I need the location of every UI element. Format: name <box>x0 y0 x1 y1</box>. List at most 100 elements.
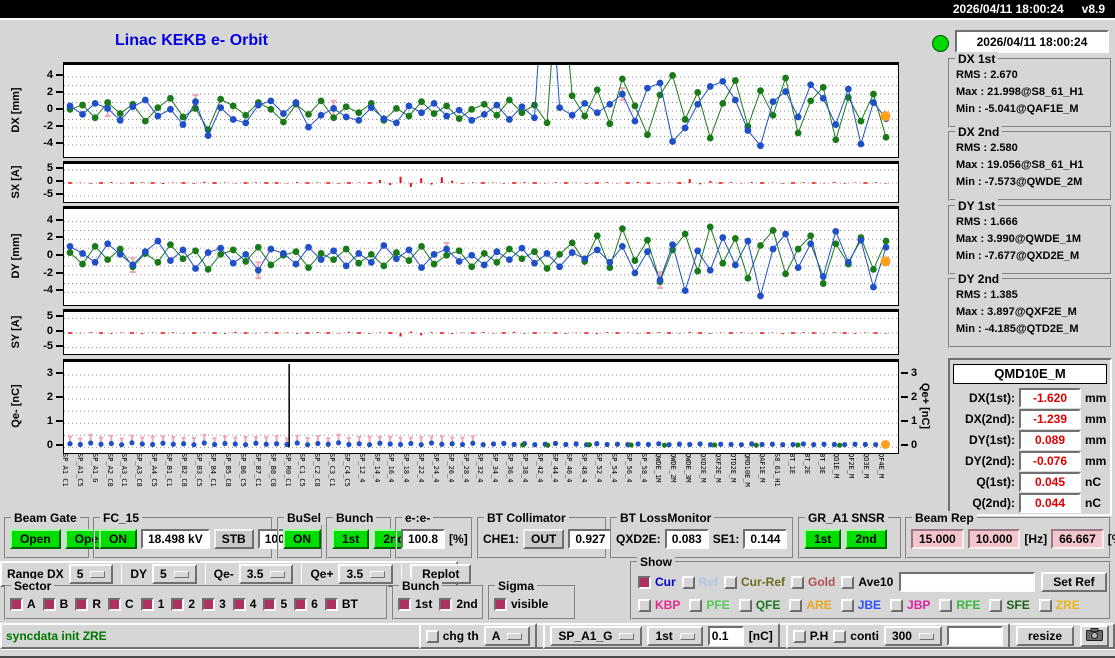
y-tick: 3 <box>47 366 63 380</box>
checkbox-1st[interactable]: 1st <box>398 597 432 611</box>
on-indicator-button[interactable]: ON <box>283 529 321 549</box>
resize-button[interactable]: resize <box>1015 626 1074 646</box>
bpm-label-sp-c4-c5: SP_C4_C5 <box>342 453 351 487</box>
stat-line: Max : 19.056@S8_61_H1 <box>956 159 1084 171</box>
monitor-rows: DX(1st): -1.620 mm DX(2nd): -1.239 mm DY(1st):… <box>953 388 1107 513</box>
camera-icon <box>1086 628 1103 641</box>
group-title: BT LossMonitor <box>617 511 715 525</box>
checkbox-5[interactable]: 5 <box>263 597 287 611</box>
checkbox-zre[interactable]: ZRE <box>1038 598 1080 612</box>
1st-indicator-button[interactable]: 1st <box>332 529 370 549</box>
2nd-indicator-button[interactable]: 2nd <box>845 529 887 549</box>
dropdown-3-5[interactable]: 3.5 <box>338 564 394 584</box>
stb-button[interactable]: STB <box>213 529 254 549</box>
group-items: visible <box>494 597 571 611</box>
checkbox-c[interactable]: C <box>108 597 134 611</box>
bpm-label-sp-c1-c5: SP_C1_C5 <box>298 453 307 487</box>
group-gr-a1-snsr: GR_A1 SNSR 1st 2nd <box>798 511 902 559</box>
checkbox-cur[interactable]: Cur <box>638 575 676 589</box>
checkbox-gold[interactable]: Gold <box>791 575 835 589</box>
checkbox-ave10[interactable]: Ave10 <box>841 575 893 589</box>
checkbox-box <box>324 597 338 611</box>
group-items: 100.8 [%] <box>401 529 468 549</box>
checkbox-a[interactable]: A <box>10 597 36 611</box>
checkbox-ref[interactable]: Ref <box>681 575 718 589</box>
monitor-row-unit: mm <box>1085 454 1107 468</box>
bpm-label-qtd2e-m: QTD2E_M <box>728 453 737 483</box>
dropdown-handle-icon <box>173 570 189 578</box>
dropdown-value: 3.5 <box>346 567 364 581</box>
checkbox-rfe[interactable]: RFE <box>939 598 980 612</box>
checkbox-b[interactable]: B <box>42 597 68 611</box>
monitor-panel: QMD10E_M DX(1st): -1.620 mm DX(2nd): -1.239 m… <box>948 358 1112 516</box>
monitor-row: Q(1st): 0.045 nC <box>953 472 1107 492</box>
text-input[interactable] <box>899 572 1036 592</box>
checkbox-pfe[interactable]: PFE <box>689 598 730 612</box>
checkbox-cur-ref[interactable]: Cur-Ref <box>724 575 785 589</box>
dy-plot: DY [mm] 4 2 0 -2 -4 <box>0 206 947 306</box>
checkbox-r[interactable]: R <box>75 597 101 611</box>
bpm-label-sp-36-4: SP_36_4 <box>506 453 515 483</box>
text-input[interactable] <box>707 626 744 646</box>
15-000-value: 15.000 <box>911 529 964 549</box>
checkbox-6[interactable]: 6 <box>294 597 318 611</box>
checkbox-bt[interactable]: BT <box>324 597 358 611</box>
dropdown-5[interactable]: 5 <box>152 564 197 584</box>
dropdown-a[interactable]: A <box>483 626 531 646</box>
checkbox-visible[interactable]: visible <box>494 597 548 611</box>
dropdown-1st[interactable]: 1st <box>647 626 703 646</box>
dropdown-300[interactable]: 300 <box>883 626 942 646</box>
checkbox-sfe[interactable]: SFE <box>989 598 1030 612</box>
out-button[interactable]: OUT <box>523 529 565 549</box>
main-panel: Linac KEKB e- Orbit 2026/04/11 18:00:24 … <box>0 18 1115 656</box>
checkbox-label: C <box>125 597 134 611</box>
checkbox-box <box>398 597 411 611</box>
checkbox-jbp[interactable]: JBP <box>890 598 930 612</box>
dropdown-5[interactable]: 5 <box>68 564 114 584</box>
y-tick: 2 <box>47 390 63 404</box>
bpm-label-qxf2e-m: QXF2E_M <box>713 453 722 483</box>
monitor-row: Q(2nd): 0.044 nC <box>953 493 1107 513</box>
checkbox-p-h[interactable]: P.H <box>792 629 829 643</box>
window-titlebar: 2026/04/11 18:00:24 v8.9 <box>0 0 1115 18</box>
status-message: syncdata init ZRE <box>6 629 107 643</box>
1st-indicator-button[interactable]: 1st <box>804 529 842 549</box>
checkbox-chg-th[interactable]: chg th <box>425 629 479 643</box>
bpm-label-sp-54-4: SP_54_4 <box>609 453 618 483</box>
checkbox-label: SFE <box>1006 598 1030 612</box>
checkbox-2[interactable]: 2 <box>171 597 195 611</box>
bpm-label-qwde-3m: QWDE_3M <box>684 453 693 483</box>
checkbox-label: RFE <box>956 598 981 612</box>
bpm-label-qd1e-m: QD1E_M <box>832 453 841 479</box>
checkbox-kbp[interactable]: KBP <box>638 598 680 612</box>
checkbox-conti[interactable]: conti <box>833 629 879 643</box>
checkbox-1[interactable]: 1 <box>140 597 164 611</box>
monitor-row-value: -1.239 <box>1019 409 1081 429</box>
checkbox-2nd[interactable]: 2nd <box>439 597 478 611</box>
bpm-label-sp-56-4: SP_56_4 <box>624 453 633 483</box>
dropdown-sp-a1-g[interactable]: SP_A1_G <box>550 626 643 646</box>
on-indicator-button[interactable]: ON <box>99 529 137 549</box>
checkbox-label: 2 <box>188 597 196 611</box>
checkbox-jbe[interactable]: JBE <box>840 598 881 612</box>
group-sector: Sector A B R C 1 2 3 4 5 6 BT <box>4 579 388 620</box>
bpm-label-sp-18-4: SP_18_4 <box>402 453 411 483</box>
checkbox-3[interactable]: 3 <box>202 597 226 611</box>
sy-plot-canvas <box>63 309 899 355</box>
y-tick: -5 <box>43 187 63 201</box>
monitor-row: DX(1st): -1.620 mm <box>953 388 1107 408</box>
checkbox-qfe[interactable]: QFE <box>738 598 780 612</box>
dropdown-3-5[interactable]: 3.5 <box>238 564 294 584</box>
text-input[interactable] <box>946 626 1003 646</box>
open-indicator-button[interactable]: Open <box>10 529 61 549</box>
checkbox-label: P.H <box>809 629 829 643</box>
checkbox-label: Gold <box>808 575 836 589</box>
statusbar-group: SP_A1_G 1st [nC] <box>543 623 780 649</box>
set-ref-button[interactable]: Set Ref <box>1041 572 1107 592</box>
stat-line: Max : 21.998@S8_61_H1 <box>956 86 1084 98</box>
camera-button[interactable] <box>1080 625 1109 647</box>
range-dx-label: Range DX <box>7 567 64 581</box>
checkbox-are[interactable]: ARE <box>789 598 832 612</box>
titlebar-version: v8.9 <box>1081 2 1105 16</box>
checkbox-4[interactable]: 4 <box>232 597 256 611</box>
